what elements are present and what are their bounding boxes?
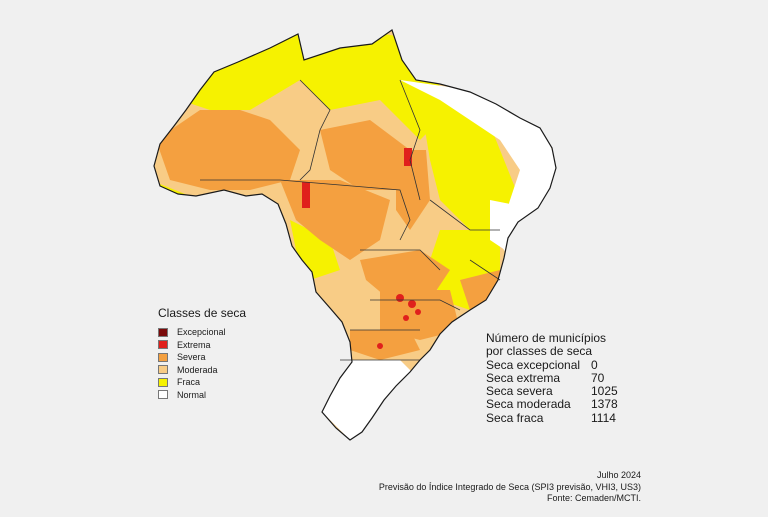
counts-row: Seca extrema 70 xyxy=(486,370,626,385)
legend-item: Fraca xyxy=(158,376,298,389)
zone-normal-east-strip xyxy=(490,200,515,250)
zone-severa-pr xyxy=(380,290,460,340)
zone-extrema-pr xyxy=(377,343,383,349)
counts-value: 1025 xyxy=(591,384,618,399)
legend-swatch xyxy=(158,327,168,337)
legend-item: Extrema xyxy=(158,339,298,352)
zone-extrema-sp-2 xyxy=(408,300,416,308)
counts-row: Seca fraca 1114 xyxy=(486,410,626,425)
source-credit: Fonte: Cemaden/MCTI. xyxy=(546,493,641,503)
zone-severa-ms xyxy=(360,250,450,300)
legend-swatch xyxy=(158,365,168,375)
counts-rows: Seca excepcional 0 Seca extrema 70 Seca seve… xyxy=(486,357,626,425)
legend-label: Normal xyxy=(177,389,207,400)
source-date: Julho 2024 xyxy=(596,470,641,480)
border-mt xyxy=(279,179,411,241)
counts-value: 1114 xyxy=(591,410,616,425)
counts-panel: Número de municípios por classes de seca… xyxy=(486,331,626,425)
zone-extrema-para xyxy=(404,148,412,166)
legend-label: Moderada xyxy=(177,364,218,375)
legend-swatch xyxy=(158,352,168,362)
zone-normal-northeast xyxy=(400,80,556,260)
counts-row: Seca moderada 1378 xyxy=(486,397,626,412)
legend: Classes de seca Excepcional Extrema Severa… xyxy=(158,306,298,401)
border-ba xyxy=(429,199,500,231)
counts-value: 1378 xyxy=(591,397,618,412)
zone-severa-para xyxy=(320,120,410,190)
border-go-ms xyxy=(360,249,441,271)
legend-label: Severa xyxy=(177,352,206,363)
counts-row: Seca excepcional 0 xyxy=(486,357,626,372)
drought-zones xyxy=(154,30,556,440)
zone-extrema-sp-3 xyxy=(403,315,409,321)
counts-title-line1: Número de municípios xyxy=(486,331,607,345)
legend-item: Moderada xyxy=(158,364,298,377)
legend-item: Severa xyxy=(158,351,298,364)
zone-severa-sc xyxy=(350,330,420,360)
counts-row: Seca severa 1025 xyxy=(486,384,626,399)
counts-title-line2: por classes de seca xyxy=(486,344,593,359)
counts-label: Seca severa xyxy=(486,384,553,399)
legend-label: Excepcional xyxy=(177,327,226,338)
legend-item: Excepcional xyxy=(158,326,298,339)
zone-extrema-sp-4 xyxy=(415,309,421,315)
counts-label: Seca fraca xyxy=(486,410,544,425)
zone-severa-tocantins xyxy=(396,150,430,230)
zone-extrema-sp-1 xyxy=(396,294,404,302)
legend-swatch xyxy=(158,390,168,400)
legend-label: Fraca xyxy=(177,377,201,388)
border-am-pa xyxy=(299,79,331,181)
border-mg-es xyxy=(469,259,501,281)
source-info: Julho 2024 Previsão do Índice Integrado … xyxy=(379,470,641,505)
legend-swatch xyxy=(158,377,168,387)
counts-value: 0 xyxy=(591,357,598,372)
source-description: Previsão do Índice Integrado de Seca (SP… xyxy=(378,481,641,492)
counts-label: Seca moderada xyxy=(486,397,571,412)
counts-label: Seca excepcional xyxy=(486,357,581,372)
zone-fraca-west xyxy=(290,220,340,280)
legend-title: Classes de seca xyxy=(158,306,247,320)
legend-item: Normal xyxy=(158,389,298,402)
counts-value: 70 xyxy=(591,370,605,385)
border-pa-ma xyxy=(399,79,421,201)
zone-extrema-mt xyxy=(302,182,310,208)
legend-swatch xyxy=(158,340,168,350)
border-sp-pr xyxy=(370,299,461,311)
zone-normal-south xyxy=(320,360,420,440)
legend-label: Extrema xyxy=(177,339,211,350)
state-borders xyxy=(200,79,501,361)
counts-label: Seca extrema xyxy=(486,370,561,385)
zone-severa-amazon xyxy=(156,110,300,190)
legend-items: Excepcional Extrema Severa Moderada Fraca Nor… xyxy=(158,326,298,401)
